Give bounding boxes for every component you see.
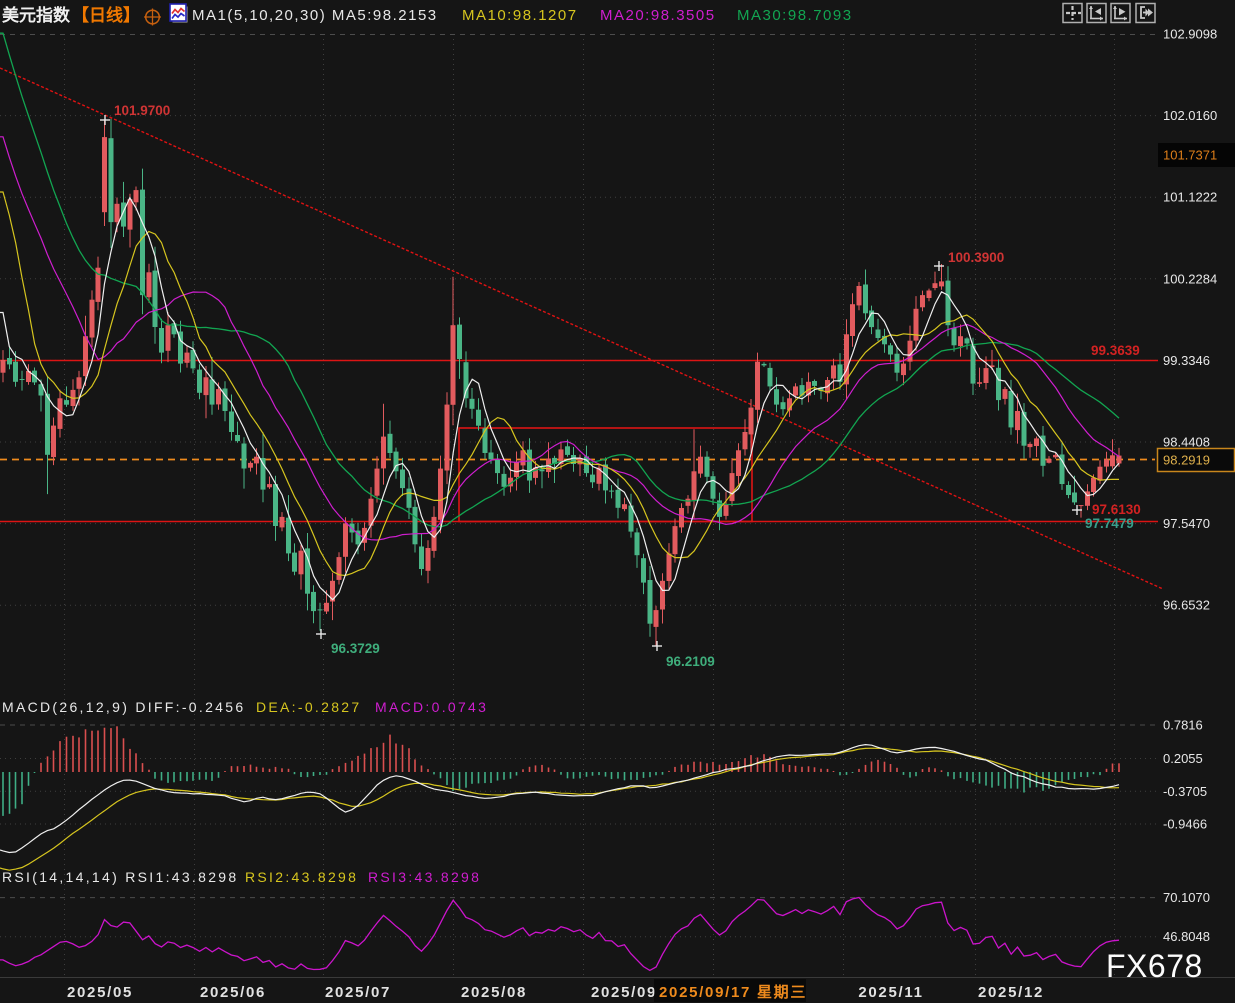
svg-text:97.6130: 97.6130 [1092, 502, 1141, 517]
svg-text:100.2284: 100.2284 [1163, 271, 1217, 286]
svg-text:MA30:98.7093: MA30:98.7093 [737, 7, 853, 24]
svg-text:96.2109: 96.2109 [666, 654, 715, 669]
svg-text:101.1222: 101.1222 [1163, 190, 1217, 205]
svg-text:FX678: FX678 [1106, 948, 1203, 984]
svg-text:2025/11: 2025/11 [858, 984, 923, 1001]
svg-text:2025/09: 2025/09 [591, 984, 657, 1001]
svg-text:101.7371: 101.7371 [1163, 148, 1217, 163]
svg-text:-0.9466: -0.9466 [1163, 817, 1207, 832]
svg-text:0.2055: 0.2055 [1163, 751, 1203, 766]
svg-text:MACD:0.0743: MACD:0.0743 [375, 699, 488, 715]
svg-text:98.4408: 98.4408 [1163, 435, 1210, 450]
svg-text:98.2919: 98.2919 [1163, 453, 1210, 468]
svg-text:MACD(26,12,9) DIFF:-0.2456: MACD(26,12,9) DIFF:-0.2456 [2, 699, 245, 715]
svg-text:96.6532: 96.6532 [1163, 598, 1210, 613]
svg-text:MA1(5,10,20,30) MA5:98.2153: MA1(5,10,20,30) MA5:98.2153 [192, 7, 438, 24]
svg-text:-0.3705: -0.3705 [1163, 784, 1207, 799]
svg-text:DEA:-0.2827: DEA:-0.2827 [256, 699, 361, 715]
svg-text:101.9700: 101.9700 [114, 103, 170, 118]
svg-text:2025/06: 2025/06 [200, 984, 266, 1001]
svg-text:RSI2:43.8298: RSI2:43.8298 [245, 869, 358, 885]
svg-text:2025/08: 2025/08 [461, 984, 527, 1001]
svg-text:102.9098: 102.9098 [1163, 27, 1217, 42]
svg-text:2025/09/17 星期三: 2025/09/17 星期三 [659, 983, 807, 1001]
svg-text:MA20:98.3505: MA20:98.3505 [600, 7, 716, 24]
svg-text:2025/12: 2025/12 [978, 984, 1044, 1001]
svg-text:99.3346: 99.3346 [1163, 353, 1210, 368]
svg-text:MA10:98.1207: MA10:98.1207 [462, 7, 578, 24]
svg-text:96.3729: 96.3729 [331, 641, 380, 656]
svg-text:【日线】: 【日线】 [72, 5, 140, 25]
svg-text:RSI3:43.8298: RSI3:43.8298 [368, 869, 481, 885]
svg-text:2025/07: 2025/07 [325, 984, 391, 1001]
svg-text:100.3900: 100.3900 [948, 250, 1004, 265]
svg-text:70.1070: 70.1070 [1163, 890, 1210, 905]
svg-text:102.0160: 102.0160 [1163, 108, 1217, 123]
svg-text:97.7479: 97.7479 [1085, 516, 1134, 531]
svg-text:46.8048: 46.8048 [1163, 929, 1210, 944]
svg-text:RSI(14,14,14) RSI1:43.8298: RSI(14,14,14) RSI1:43.8298 [2, 869, 238, 885]
svg-text:2025/05: 2025/05 [67, 984, 133, 1001]
svg-text:99.3639: 99.3639 [1091, 343, 1140, 358]
svg-text:0.7816: 0.7816 [1163, 718, 1203, 733]
svg-text:美元指数: 美元指数 [2, 5, 71, 25]
svg-text:97.5470: 97.5470 [1163, 516, 1210, 531]
